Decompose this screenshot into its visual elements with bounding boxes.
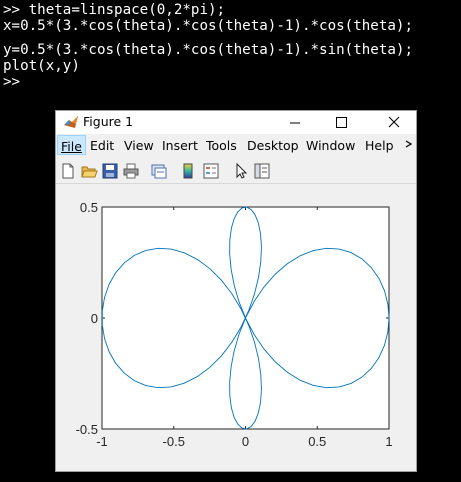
plot-line	[101, 206, 390, 430]
title-bar[interactable]: Figure 1	[56, 111, 416, 134]
window-title: Figure 1	[83, 114, 134, 129]
figure-window[interactable]: Figure 1 File Edit View Insert Tools Des…	[55, 110, 417, 472]
open-file-icon[interactable]	[80, 162, 98, 180]
close-button[interactable]	[372, 111, 416, 134]
menu-insert[interactable]: Insert	[162, 138, 198, 153]
save-icon[interactable]	[101, 162, 119, 180]
x-tick-label: -1	[96, 434, 108, 449]
x-tick-label: 0.5	[308, 434, 326, 449]
console-line: y=0.5*(3.*cos(theta).*cos(theta)-1).*sin…	[3, 42, 413, 58]
console-prompt[interactable]: >>	[3, 74, 21, 90]
console-blank-line	[3, 34, 459, 42]
console-line: >> theta=linspace(0,2*pi);	[3, 2, 226, 18]
print-icon[interactable]	[122, 162, 140, 180]
maximize-icon	[336, 117, 347, 128]
legend-icon[interactable]	[202, 162, 220, 180]
menu-desktop[interactable]: Desktop	[247, 138, 299, 153]
close-icon	[388, 116, 400, 128]
minimize-icon	[290, 122, 300, 124]
colorbar-icon[interactable]	[179, 162, 197, 180]
y-tick-label: 0.5	[80, 200, 98, 215]
maximize-button[interactable]	[318, 111, 364, 134]
matlab-logo-icon	[64, 116, 78, 128]
x-tick-labels: -1 -0.5 0 0.5 1	[96, 434, 392, 449]
menu-edit[interactable]: Edit	[90, 138, 115, 153]
console-line: x=0.5*(3.*cos(theta).*cos(theta)-1).*cos…	[3, 18, 413, 34]
menu-window[interactable]: Window	[306, 138, 356, 153]
axis-ticks	[101, 206, 390, 430]
y-tick-label: -0.5	[76, 422, 98, 437]
property-inspector-icon[interactable]	[253, 162, 271, 180]
x-tick-label: 1	[385, 434, 392, 449]
y-tick-label: 0	[91, 311, 98, 326]
menu-bar: File Edit View Insert Tools Desktop Wind…	[56, 135, 416, 157]
chevron-right-icon[interactable]	[405, 139, 413, 149]
figure-toolbar	[56, 158, 416, 184]
x-tick-label: 0	[242, 434, 249, 449]
x-tick-label: -0.5	[163, 434, 185, 449]
menu-view[interactable]: View	[124, 138, 154, 153]
plot-axes[interactable]: -1 -0.5 0 0.5 1 0.50-0.5	[56, 184, 416, 471]
minimize-button[interactable]	[272, 111, 318, 134]
menu-tools[interactable]: Tools	[206, 138, 237, 153]
new-figure-icon[interactable]	[59, 162, 77, 180]
y-tick-labels: 0.5 0 -0.5	[76, 200, 98, 437]
menu-help[interactable]: Help	[365, 138, 394, 153]
menu-file[interactable]: File	[57, 135, 86, 155]
figure-canvas[interactable]: -1 -0.5 0 0.5 1 0.5 0 -0.5	[56, 184, 416, 471]
command-window[interactable]: >> theta=linspace(0,2*pi); x=0.5*(3.*cos(…	[3, 2, 459, 90]
console-line: plot(x,y)	[3, 58, 80, 74]
edit-plot-arrow-icon[interactable]	[232, 162, 250, 180]
link-plot-icon[interactable]	[150, 162, 168, 180]
